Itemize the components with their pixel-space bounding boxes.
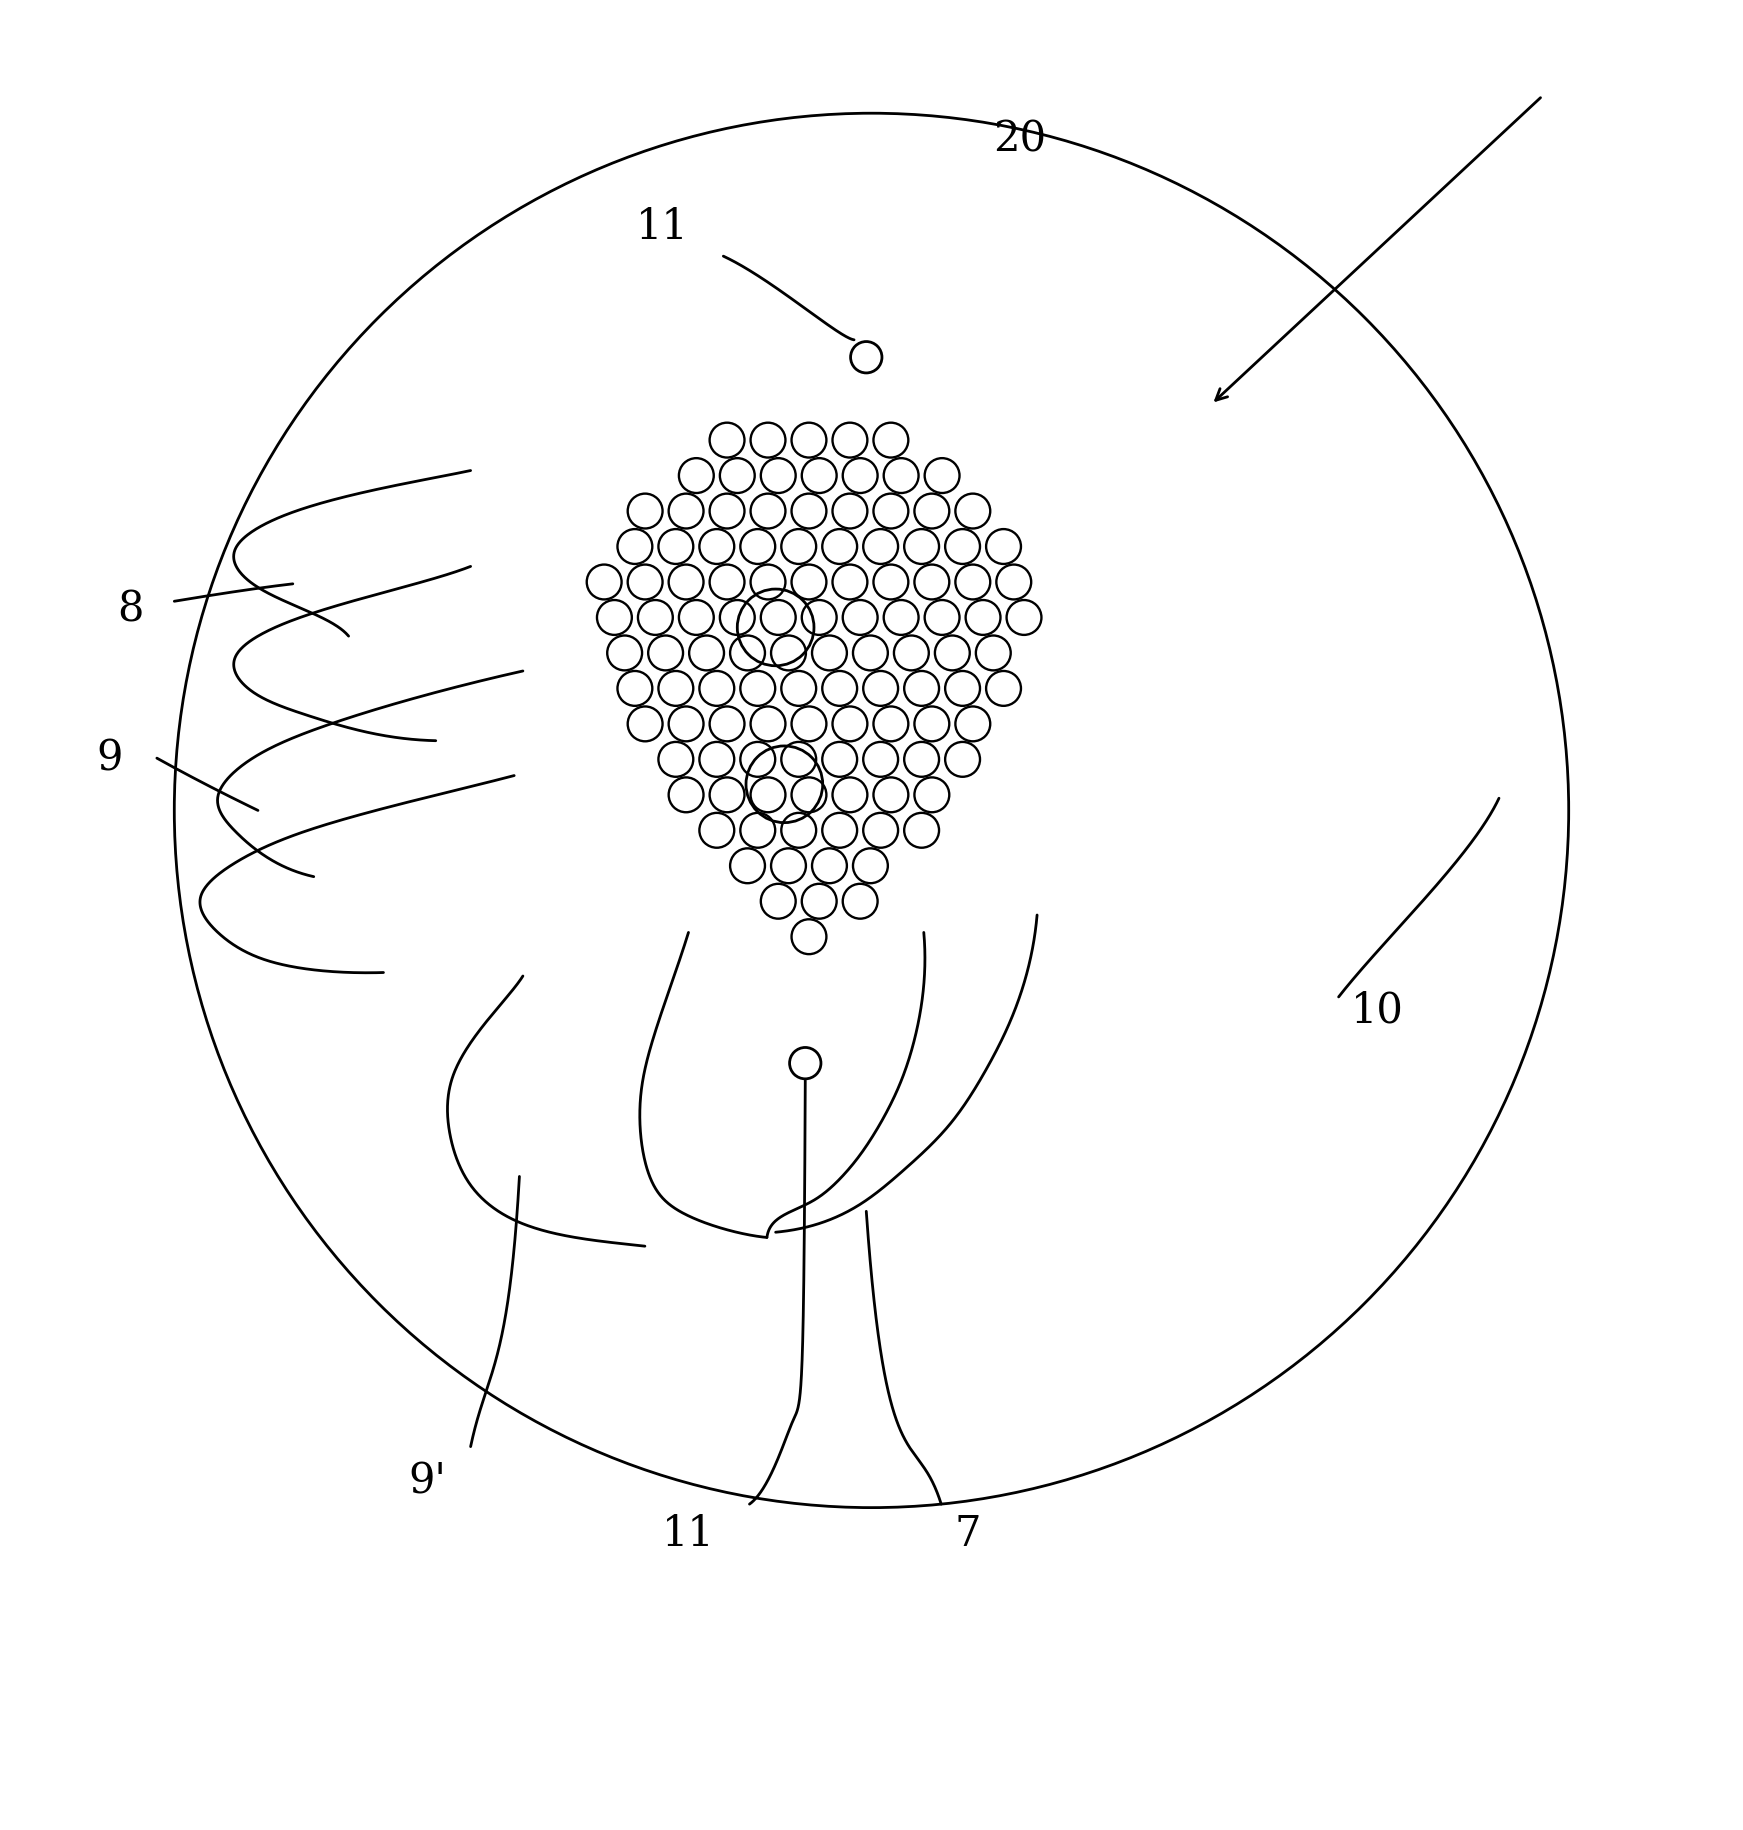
Text: 11: 11	[636, 205, 688, 247]
Text: 20: 20	[994, 119, 1046, 161]
Text: 7: 7	[953, 1513, 981, 1556]
Text: 9: 9	[96, 737, 124, 780]
Text: 8: 8	[117, 589, 145, 631]
Text: 11: 11	[662, 1513, 715, 1556]
Text: 9': 9'	[408, 1460, 446, 1502]
Text: 10: 10	[1351, 990, 1403, 1032]
